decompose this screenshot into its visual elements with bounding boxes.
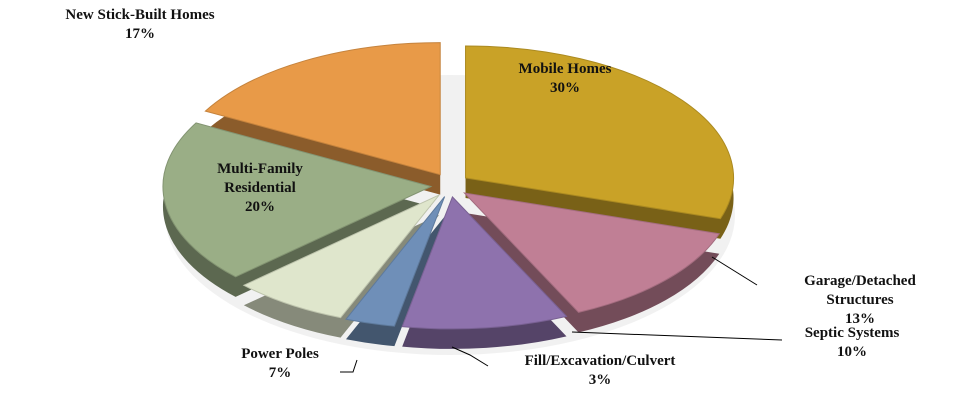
- slice-label: Fill/Excavation/Culvert 3%: [510, 352, 690, 390]
- category-label: Mobile Homes: [518, 61, 612, 77]
- category-label: Multi-Family Residential: [217, 161, 303, 196]
- slice: [463, 192, 721, 313]
- value-label: 13%: [845, 311, 875, 327]
- leader-line: [711, 256, 758, 286]
- slice: [345, 196, 446, 327]
- value-label: 10%: [837, 344, 867, 360]
- slice-label: Septic Systems 10%: [762, 324, 942, 362]
- slice-label: Power Poles 7%: [190, 345, 370, 383]
- slice-label: Garage/Detached Structures 13%: [795, 272, 925, 329]
- leader-line: [451, 346, 489, 367]
- value-label: 7%: [268, 365, 292, 381]
- category-label: Garage/Detached Structures: [804, 273, 916, 308]
- slice: [401, 195, 568, 330]
- slices: [162, 42, 734, 349]
- slice: [162, 122, 433, 278]
- value-label: 17%: [125, 26, 155, 42]
- slice: [204, 42, 441, 176]
- slice: [465, 45, 734, 220]
- slice-label: Multi-Family Residential 20%: [195, 160, 325, 217]
- category-label: New Stick-Built Homes: [65, 7, 215, 23]
- category-label: Fill/Excavation/Culvert: [524, 353, 676, 369]
- category-label: Power Poles: [241, 346, 319, 362]
- category-label: Septic Systems: [804, 325, 900, 341]
- leader-line: [571, 331, 783, 341]
- value-label: 3%: [588, 372, 612, 388]
- leader-line: [340, 359, 358, 373]
- value-label: 20%: [245, 199, 275, 215]
- slice-label: New Stick-Built Homes 17%: [50, 6, 230, 44]
- value-label: 30%: [550, 80, 580, 96]
- slice-label: Mobile Homes 30%: [475, 60, 655, 98]
- slice: [242, 194, 440, 319]
- leader-lines: [340, 256, 783, 373]
